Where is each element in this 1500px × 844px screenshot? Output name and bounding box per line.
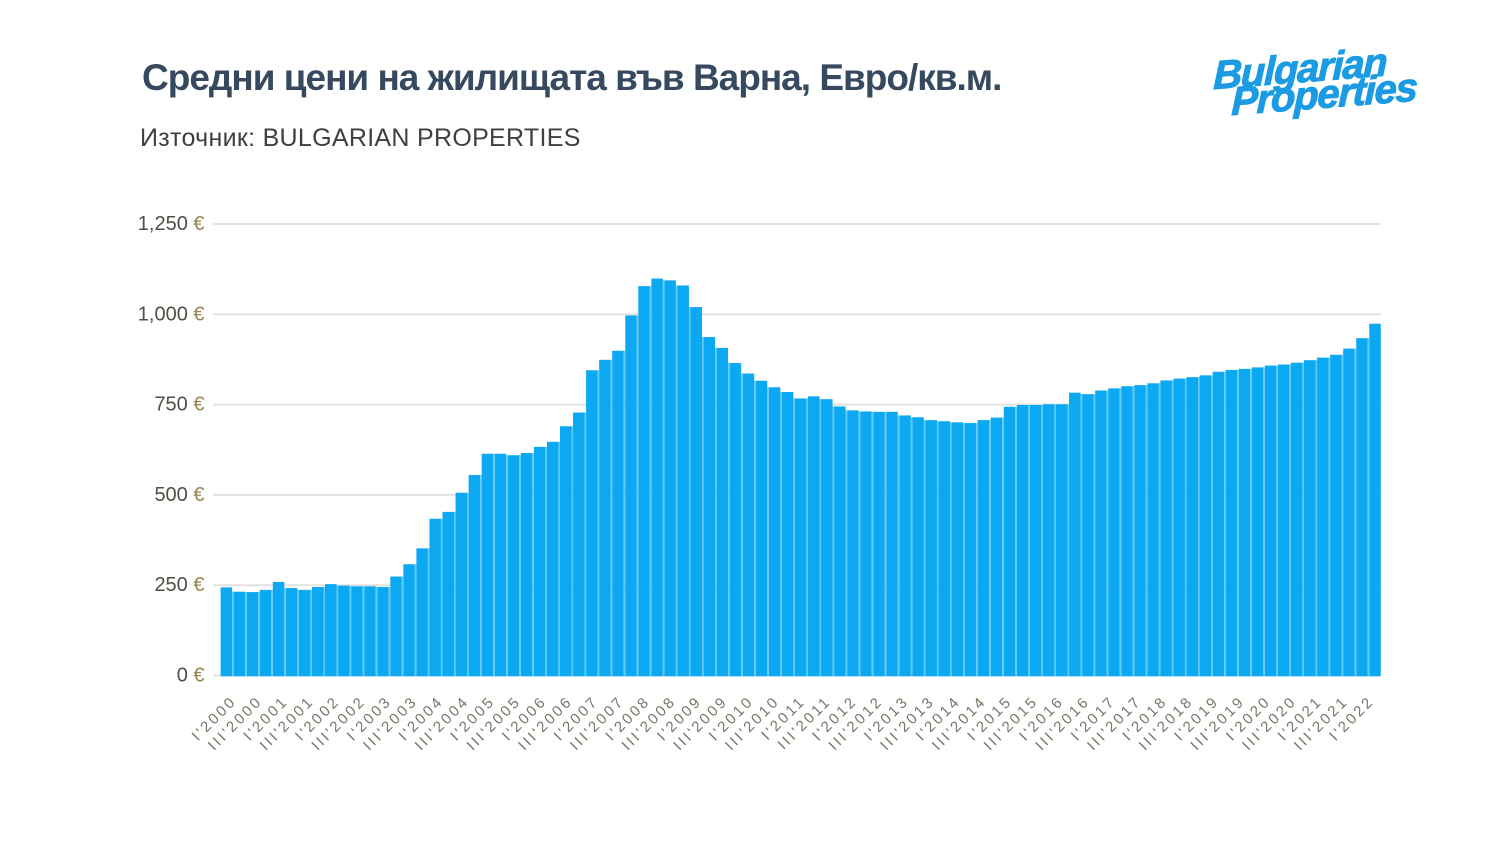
svg-text:1,250 €: 1,250 €: [138, 213, 205, 235]
svg-text:500 €: 500 €: [154, 484, 204, 506]
svg-text:750 €: 750 €: [154, 394, 204, 416]
svg-text:1,000 €: 1,000 €: [138, 303, 205, 325]
svg-text:0 €: 0 €: [177, 665, 205, 687]
svg-text:250 €: 250 €: [154, 574, 204, 596]
